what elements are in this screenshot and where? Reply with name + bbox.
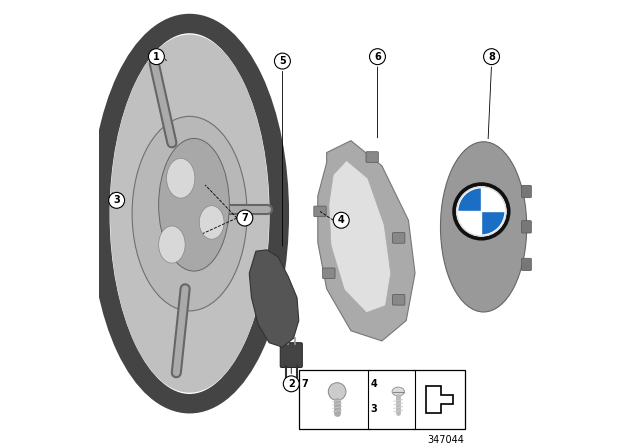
Text: 1: 1 — [153, 52, 160, 62]
Text: 347044: 347044 — [428, 435, 465, 445]
Text: 7: 7 — [241, 213, 248, 223]
FancyBboxPatch shape — [522, 258, 531, 271]
Bar — [299, 370, 465, 429]
FancyBboxPatch shape — [366, 152, 378, 162]
Text: 2: 2 — [288, 379, 294, 389]
Text: 8: 8 — [488, 52, 495, 62]
Circle shape — [456, 187, 506, 236]
Circle shape — [237, 210, 253, 226]
Text: 7: 7 — [302, 379, 308, 389]
Text: 4: 4 — [371, 379, 378, 389]
Text: 4: 4 — [338, 215, 344, 225]
Text: 3: 3 — [371, 404, 378, 414]
Circle shape — [284, 376, 300, 392]
FancyBboxPatch shape — [314, 206, 326, 217]
Polygon shape — [329, 160, 391, 313]
Ellipse shape — [392, 387, 404, 396]
Ellipse shape — [110, 34, 269, 392]
Text: 3: 3 — [113, 195, 120, 205]
Circle shape — [369, 49, 385, 65]
Circle shape — [275, 53, 291, 69]
Ellipse shape — [199, 206, 224, 239]
FancyBboxPatch shape — [280, 343, 302, 367]
Wedge shape — [458, 189, 481, 211]
Ellipse shape — [159, 226, 185, 263]
FancyBboxPatch shape — [323, 268, 335, 279]
FancyBboxPatch shape — [522, 185, 531, 198]
Circle shape — [328, 383, 346, 401]
FancyBboxPatch shape — [392, 294, 405, 305]
FancyBboxPatch shape — [522, 221, 531, 233]
Ellipse shape — [440, 142, 527, 312]
Text: 5: 5 — [279, 56, 286, 66]
Circle shape — [109, 192, 125, 208]
Circle shape — [454, 184, 509, 239]
FancyBboxPatch shape — [392, 233, 405, 243]
Circle shape — [333, 212, 349, 228]
Ellipse shape — [132, 116, 247, 311]
Polygon shape — [318, 141, 415, 341]
Text: 6: 6 — [374, 52, 381, 62]
Circle shape — [148, 49, 164, 65]
Polygon shape — [249, 250, 299, 347]
Ellipse shape — [166, 158, 195, 198]
Ellipse shape — [159, 138, 229, 271]
Circle shape — [484, 49, 499, 65]
Wedge shape — [481, 211, 504, 234]
Wedge shape — [458, 211, 481, 234]
Wedge shape — [481, 189, 504, 211]
